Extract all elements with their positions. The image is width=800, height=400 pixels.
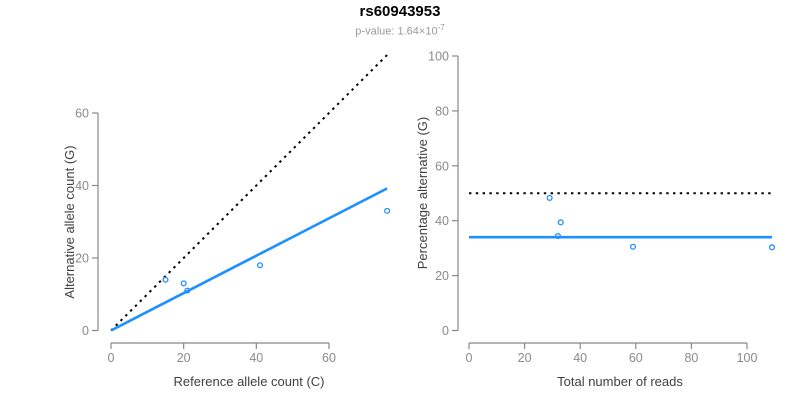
data-point bbox=[184, 287, 191, 294]
expected-balanced-line bbox=[110, 54, 388, 332]
data-point bbox=[180, 280, 187, 287]
pvalue-text: p-value: 1.64×10 bbox=[355, 25, 438, 38]
x-tick-label: 40 bbox=[249, 351, 263, 365]
y-axis-label: Percentage alternative (G) bbox=[415, 117, 430, 269]
y-tick-label: 60 bbox=[75, 107, 89, 121]
percentage-vs-reads-chart: 0 20 40 60 80 100 0 20 40 60 80 100 Total number of … bbox=[415, 50, 776, 389]
y-tick-label: 40 bbox=[435, 214, 449, 228]
y-tick-label: 0 bbox=[82, 324, 89, 338]
x-tick-label: 0 bbox=[466, 351, 473, 365]
allele-counts-chart: 0 20 40 60 0 20 40 60 Reference allele count (C)… bbox=[62, 54, 391, 389]
x-tick-label: 20 bbox=[177, 351, 191, 365]
y-tick-label: 80 bbox=[435, 104, 449, 118]
data-point bbox=[162, 276, 169, 283]
y-tick-label: 20 bbox=[435, 269, 449, 283]
data-point bbox=[546, 194, 553, 201]
data-point bbox=[557, 219, 564, 226]
fitted-line bbox=[110, 187, 388, 332]
data-point bbox=[629, 243, 637, 250]
x-tick-label: 0 bbox=[108, 351, 115, 365]
data-point bbox=[768, 244, 776, 251]
x-axis-label: Reference allele count (C) bbox=[173, 374, 324, 389]
y-tick-label: 60 bbox=[435, 159, 449, 173]
x-tick-label: 60 bbox=[322, 351, 336, 365]
x-tick-label: 40 bbox=[573, 351, 587, 365]
y-tick-label: 40 bbox=[75, 179, 89, 193]
y-axis-label: Alternative allele count (G) bbox=[62, 145, 77, 298]
data-point bbox=[554, 233, 562, 240]
data-point bbox=[384, 207, 391, 214]
figure-subtitle: p-value: 1.64×10-7 bbox=[0, 21, 800, 39]
x-tick-label: 80 bbox=[684, 351, 698, 365]
figure-header: rs60943953 p-value: 1.64×10-7 bbox=[0, 3, 800, 39]
x-tick-label: 100 bbox=[737, 351, 758, 365]
data-point bbox=[256, 262, 264, 269]
y-tick-label: 0 bbox=[442, 324, 449, 338]
x-tick-label: 60 bbox=[629, 351, 643, 365]
y-tick-label: 100 bbox=[428, 50, 449, 64]
x-axis-label: Total number of reads bbox=[557, 374, 683, 389]
pvalue-exponent: -7 bbox=[437, 23, 445, 32]
figure-title: rs60943953 bbox=[359, 3, 441, 20]
x-tick-label: 20 bbox=[518, 351, 532, 365]
y-tick-label: 20 bbox=[75, 252, 89, 266]
